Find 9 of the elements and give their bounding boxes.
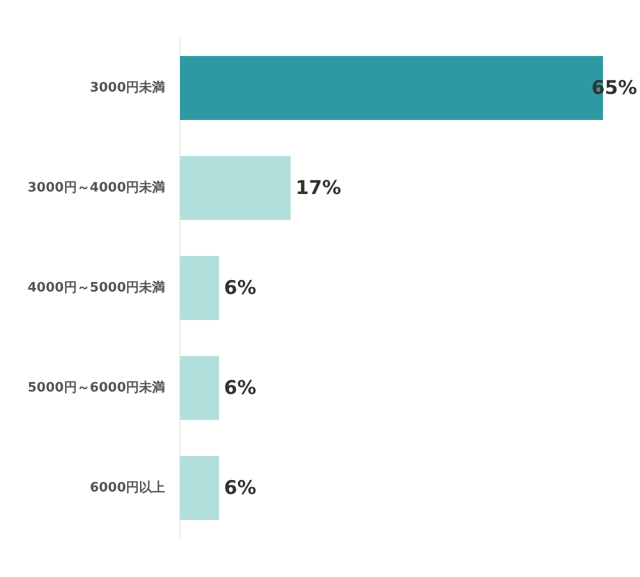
data-label: 6% [224, 476, 256, 499]
data-label: 6% [224, 376, 256, 399]
data-label: 6% [224, 276, 256, 299]
y-tick-label: 6000円以上 [90, 480, 165, 496]
y-tick-label: 3000円未満 [90, 80, 165, 96]
data-label: 17% [296, 176, 342, 199]
y-tick-label: 4000円～5000円未満 [28, 280, 165, 296]
y-tick-label: 5000円～6000円未満 [28, 380, 165, 396]
y-tick-label: 3000円～4000円未満 [28, 180, 165, 196]
